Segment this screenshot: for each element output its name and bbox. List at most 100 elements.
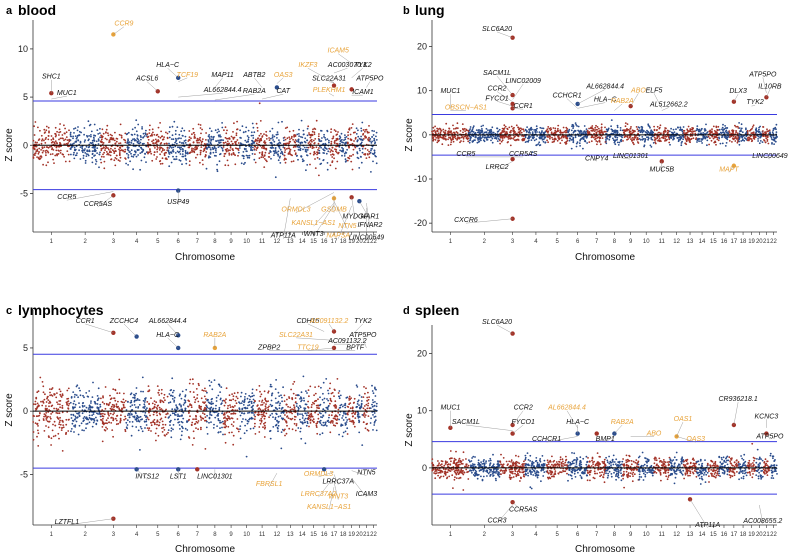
- gene-leader-line: [254, 77, 263, 88]
- snp-point: [308, 133, 311, 136]
- snp-point: [295, 140, 298, 143]
- snp-point: [74, 141, 77, 143]
- snp-point: [177, 418, 180, 421]
- snp-point: [65, 432, 67, 434]
- snp-point: [507, 138, 510, 140]
- background-points: [32, 102, 378, 179]
- snp-point: [258, 426, 261, 428]
- snp-point: [219, 419, 221, 422]
- snp-point: [298, 146, 301, 148]
- snp-point: [557, 127, 559, 130]
- snp-point: [219, 427, 221, 429]
- snp-point: [594, 138, 596, 141]
- snp-point: [698, 140, 700, 143]
- snp-point: [128, 412, 131, 415]
- panel-d: d spleen Z score Chromosome: [403, 302, 635, 555]
- snp-point: [88, 414, 91, 417]
- gene-label: ATP5PO: [748, 71, 777, 78]
- snp-point: [223, 413, 226, 416]
- snp-point: [742, 138, 744, 141]
- snp-point: [132, 143, 135, 145]
- snp-point: [305, 151, 308, 153]
- snp-point: [227, 137, 230, 140]
- chromosome-tick-label: 6: [576, 239, 580, 245]
- snp-point: [247, 155, 249, 157]
- snp-point: [202, 417, 205, 420]
- snp-point: [59, 416, 61, 419]
- snp-point: [99, 415, 102, 418]
- snp-point: [158, 389, 161, 392]
- snp-point: [79, 146, 82, 149]
- snp-point: [114, 131, 116, 134]
- snp-point: [309, 152, 312, 155]
- snp-point: [610, 125, 612, 128]
- snp-point: [189, 143, 192, 146]
- snp-point: [503, 127, 506, 129]
- snp-point: [312, 153, 315, 156]
- snp-point: [208, 417, 211, 420]
- snp-point: [228, 138, 231, 140]
- snp-point: [294, 141, 297, 144]
- snp-point: [151, 402, 154, 405]
- snp-point: [223, 422, 226, 424]
- gene-label: TYK2: [354, 62, 372, 69]
- snp-point: [160, 146, 163, 149]
- snp-point: [686, 129, 689, 132]
- snp-point: [219, 134, 221, 137]
- snp-point: [351, 123, 354, 125]
- snp-point: [123, 418, 125, 421]
- snp-point: [181, 390, 184, 393]
- snp-point: [433, 129, 436, 132]
- snp-point: [360, 130, 363, 132]
- snp-point: [731, 141, 733, 143]
- snp-point: [47, 146, 50, 149]
- snp-point: [78, 402, 80, 404]
- y-tick-label: -5: [20, 188, 28, 198]
- snp-point: [237, 147, 240, 150]
- snp-point: [93, 138, 95, 140]
- snp-point: [283, 139, 285, 142]
- snp-point: [249, 398, 251, 401]
- snp-point: [216, 170, 219, 173]
- snp-point: [236, 120, 239, 123]
- snp-point: [158, 424, 161, 427]
- snp-point: [641, 128, 644, 131]
- snp-point: [67, 407, 69, 410]
- snp-point: [50, 444, 52, 446]
- snp-point: [251, 149, 254, 152]
- snp-point: [774, 126, 777, 129]
- snp-point: [34, 141, 37, 144]
- snp-point: [251, 388, 254, 391]
- snp-point: [752, 135, 755, 138]
- snp-point: [330, 154, 332, 156]
- snp-point: [34, 403, 37, 406]
- snp-point: [501, 127, 504, 130]
- snp-point: [175, 142, 178, 145]
- snp-point: [52, 423, 54, 426]
- snp-point: [612, 139, 615, 141]
- snp-point: [194, 418, 197, 420]
- snp-point: [269, 430, 271, 433]
- snp-point: [469, 126, 472, 128]
- snp-point: [79, 140, 82, 143]
- snp-point: [264, 421, 267, 424]
- snp-point: [239, 142, 242, 145]
- snp-point: [174, 129, 177, 132]
- snp-point: [85, 406, 88, 409]
- snp-point: [561, 139, 563, 142]
- snp-point: [108, 153, 110, 156]
- snp-point: [187, 140, 190, 142]
- snp-point: [114, 142, 117, 145]
- snp-point: [82, 154, 85, 157]
- snp-point: [96, 147, 99, 150]
- snp-point: [524, 136, 527, 139]
- snp-point: [631, 137, 634, 139]
- snp-point: [269, 403, 272, 406]
- snp-point: [57, 403, 59, 405]
- snp-point: [137, 149, 140, 151]
- snp-point: [203, 149, 206, 152]
- snp-point: [491, 141, 494, 144]
- snp-point: [38, 419, 41, 422]
- snp-point: [208, 136, 211, 139]
- snp-point: [45, 146, 48, 148]
